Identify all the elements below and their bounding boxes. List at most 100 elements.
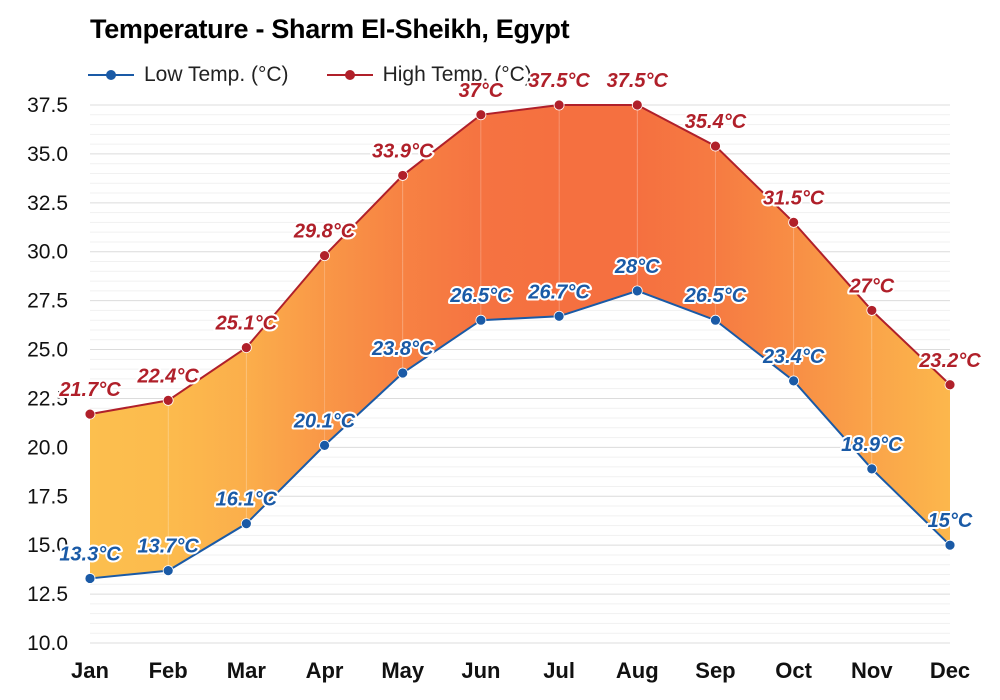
- data-label-low-temp-mar: 16.1°C: [216, 489, 278, 511]
- x-tick-label-sep: Sep: [695, 658, 735, 683]
- band-segment-jul: [559, 105, 638, 317]
- data-point-high-temp-sep[interactable]: [710, 140, 721, 152]
- data-label-high-temp-jan: 21.7°C: [58, 379, 121, 401]
- data-point-low-temp-jan[interactable]: [84, 573, 96, 584]
- y-tick-label: 27.5: [27, 290, 68, 313]
- series-line-high-temp: [89, 104, 951, 416]
- temperature-band: [90, 105, 950, 579]
- data-point-low-temp-oct[interactable]: [788, 375, 800, 387]
- band-segment-aug: [637, 105, 716, 321]
- legend-label-high-temp: High Temp. (°C): [382, 63, 532, 86]
- chart-legend: Low Temp. (°C) High Temp. (°C): [88, 60, 570, 90]
- x-tick-label-feb: Feb: [149, 658, 188, 683]
- data-label-low-temp-feb: 13.7°C: [137, 536, 199, 558]
- data-point-high-temp-jun[interactable]: [475, 109, 487, 121]
- y-tick-label: 37.5: [27, 94, 68, 117]
- series-low-temp: [84, 285, 956, 584]
- data-label-high-temp-feb: 22.4°C: [136, 365, 199, 387]
- data-label-high-temp-jul: 37.5°C: [528, 70, 590, 92]
- y-tick-label: 15.0: [27, 534, 68, 557]
- series-high-temp: [84, 99, 956, 420]
- data-point-low-temp-feb[interactable]: [162, 565, 174, 577]
- x-tick-label-jan: Jan: [71, 658, 109, 683]
- data-label-low-temp-oct: 23.4°C: [762, 346, 825, 368]
- x-tick-label-dec: Dec: [930, 658, 970, 683]
- data-label-high-temp-jun: 37°C: [459, 80, 504, 102]
- x-tick-label-apr: Apr: [306, 658, 344, 683]
- y-axis: 10.0 12.5 15.0 17.5 20.0 22.5 25.0 27.5 30.0 32.5…: [27, 94, 68, 655]
- data-label-low-temp-sep: 26.5°C: [684, 285, 747, 307]
- data-label-high-temp-oct: 31.5°C: [763, 187, 825, 209]
- band-segment-apr: [324, 175, 403, 446]
- band-segment-feb: [168, 347, 247, 571]
- data-label-high-temp-mar: 25.1°C: [215, 313, 278, 335]
- legend-label-low-temp: Low Temp. (°C): [144, 63, 289, 86]
- y-tick-label: 30.0: [27, 241, 68, 264]
- y-tick-label: 20.0: [27, 436, 68, 459]
- legend-item-low-temp[interactable]: Low Temp. (°C): [88, 63, 289, 87]
- band-segment-sep: [715, 146, 794, 381]
- x-tick-label-nov: Nov: [851, 658, 893, 683]
- y-tick-label: 12.5: [27, 583, 68, 606]
- data-point-high-temp-nov[interactable]: [866, 305, 878, 316]
- data-label-low-temp-jan: 13.3°C: [59, 543, 121, 565]
- data-label-low-temp-jul: 26.7°C: [527, 281, 590, 303]
- data-label-high-temp-aug: 37.5°C: [607, 70, 669, 92]
- x-tick-label-may: May: [381, 658, 425, 683]
- data-point-low-temp-apr[interactable]: [319, 440, 330, 451]
- x-tick-label-oct: Oct: [775, 658, 812, 683]
- data-point-low-temp-may[interactable]: [397, 367, 409, 379]
- legend-item-high-temp[interactable]: High Temp. (°C): [326, 63, 532, 87]
- data-label-high-temp-nov: 27°C: [848, 275, 894, 297]
- data-point-low-temp-nov[interactable]: [866, 463, 878, 475]
- data-point-high-temp-aug[interactable]: [631, 99, 643, 111]
- x-tick-label-jul: Jul: [543, 658, 575, 683]
- data-point-low-temp-dec[interactable]: [944, 539, 956, 551]
- data-point-high-temp-dec[interactable]: [944, 379, 956, 391]
- data-point-high-temp-may[interactable]: [397, 170, 409, 181]
- data-point-high-temp-feb[interactable]: [162, 395, 174, 406]
- series-line-low-temp: [89, 289, 951, 580]
- x-tick-label-mar: Mar: [227, 658, 267, 683]
- band-segment-jun: [480, 105, 560, 321]
- band-segment-mar: [246, 255, 325, 524]
- data-labels: 13.3°C 13.7°C 16.1°C 20.1°C 23.8°C 26.5°C 26.7…: [56, 68, 983, 567]
- legend-swatch-high-temp: [326, 65, 373, 85]
- x-tick-label-aug: Aug: [616, 658, 659, 683]
- y-tick-label: 10.0: [27, 632, 68, 655]
- data-label-low-temp-nov: 18.9°C: [841, 434, 903, 456]
- data-point-low-temp-aug[interactable]: [631, 285, 643, 297]
- legend-swatch-low-temp: [88, 65, 134, 85]
- data-point-low-temp-sep[interactable]: [710, 314, 721, 326]
- data-point-high-temp-apr[interactable]: [319, 250, 330, 262]
- data-label-low-temp-dec: 15°C: [928, 510, 973, 532]
- y-tick-label: 17.5: [27, 485, 68, 508]
- data-label-low-temp-jun: 26.5°C: [449, 285, 512, 307]
- band-segment-nov: [871, 310, 950, 546]
- data-label-high-temp-dec: 23.2°C: [918, 350, 981, 372]
- band-segment-oct: [793, 222, 872, 469]
- band-segment-jan: [90, 400, 169, 579]
- data-label-high-temp-sep: 35.4°C: [685, 111, 747, 133]
- data-label-low-temp-aug: 28°C: [614, 256, 660, 278]
- chart-title: Temperature - Sharm El-Sheikh, Egypt: [90, 14, 570, 44]
- data-label-low-temp-apr: 20.1°C: [293, 410, 356, 432]
- y-tick-label: 32.5: [27, 192, 68, 215]
- data-label-high-temp-apr: 29.8°C: [293, 221, 356, 243]
- data-point-low-temp-mar[interactable]: [240, 518, 252, 530]
- x-axis: Jan Feb Mar Apr May Jun Jul Aug Sep Oct Nov Dec: [71, 658, 970, 683]
- data-point-low-temp-jul[interactable]: [553, 310, 565, 322]
- x-tick-label-jun: Jun: [461, 658, 500, 683]
- y-tick-label: 35.0: [27, 143, 68, 166]
- data-point-low-temp-jun[interactable]: [475, 314, 487, 326]
- y-tick-label: 25.0: [27, 339, 68, 362]
- data-point-high-temp-jul[interactable]: [553, 99, 565, 111]
- data-point-high-temp-mar[interactable]: [240, 342, 252, 353]
- data-point-high-temp-oct[interactable]: [788, 216, 800, 228]
- data-label-low-temp-may: 23.8°C: [371, 338, 434, 360]
- y-tick-label: 22.5: [27, 387, 68, 410]
- data-label-high-temp-may: 33.9°C: [372, 140, 434, 162]
- data-point-high-temp-jan[interactable]: [84, 408, 96, 420]
